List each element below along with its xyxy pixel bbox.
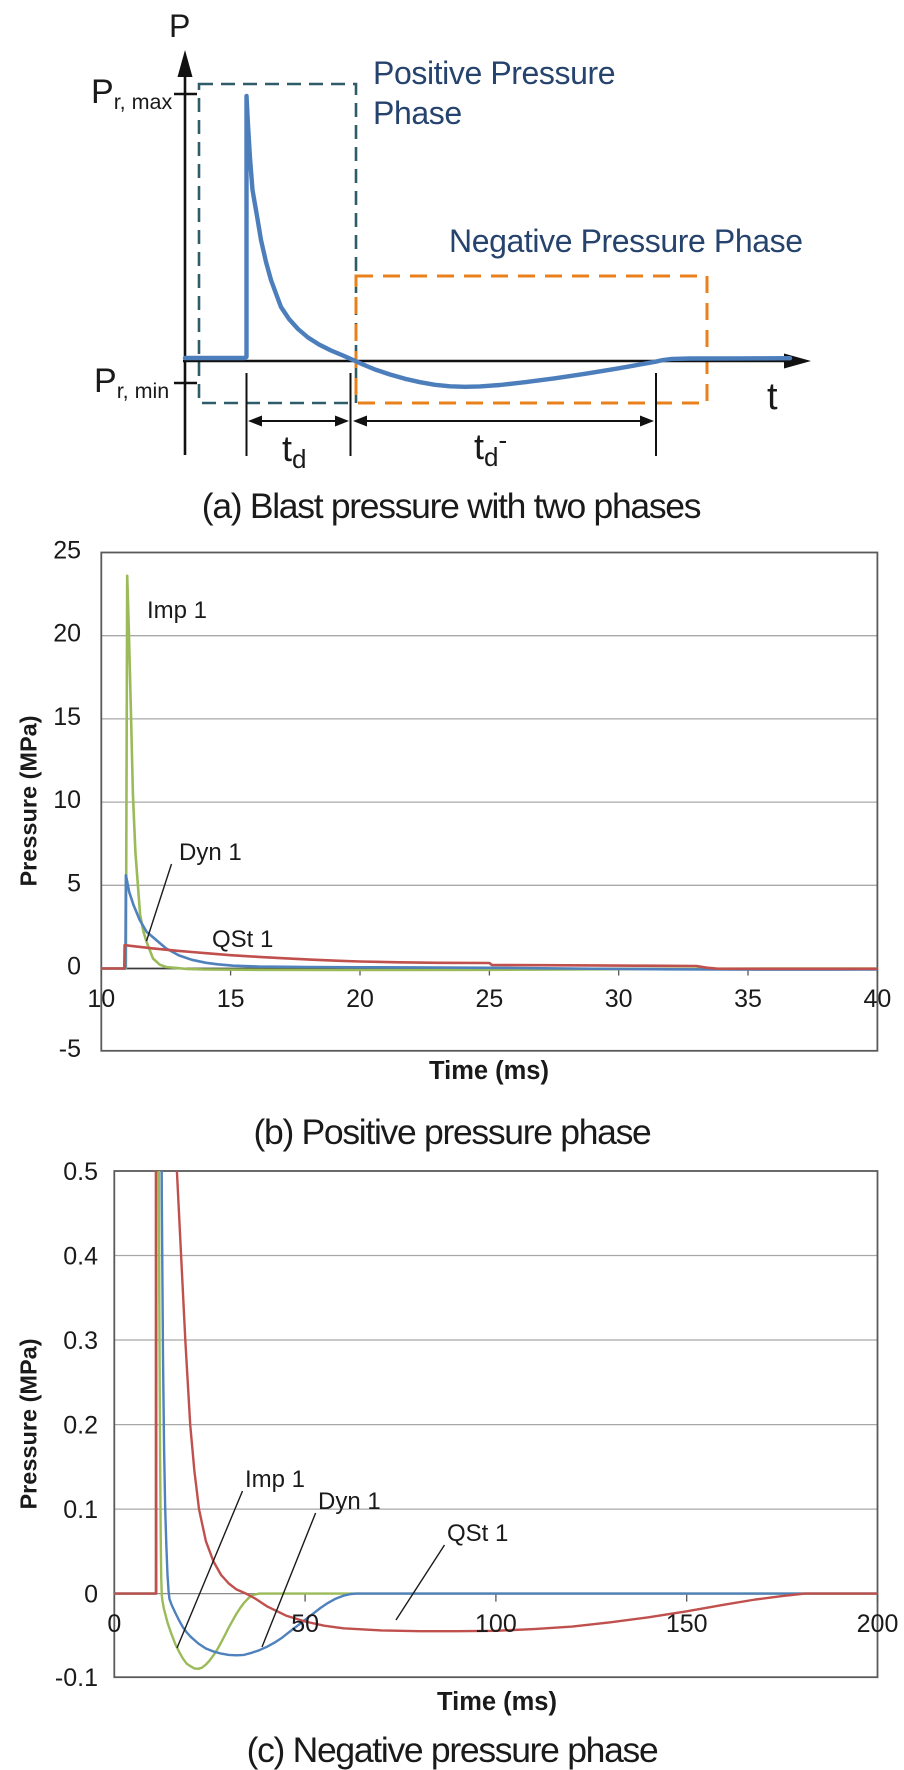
svg-text:25: 25 <box>53 537 81 565</box>
svg-text:td-: td- <box>474 425 507 472</box>
svg-text:Dyn 1: Dyn 1 <box>318 1488 381 1515</box>
svg-text:QSt 1: QSt 1 <box>447 1520 508 1547</box>
svg-text:Pressure (MPa): Pressure (MPa) <box>16 1338 42 1509</box>
svg-text:20: 20 <box>53 620 81 648</box>
svg-text:Pr, min: Pr, min <box>94 362 169 403</box>
svg-text:10: 10 <box>87 985 115 1013</box>
svg-text:200: 200 <box>857 1610 899 1638</box>
svg-text:15: 15 <box>217 985 245 1013</box>
svg-text:Pressure (MPa): Pressure (MPa) <box>16 715 42 886</box>
svg-text:0.1: 0.1 <box>63 1496 98 1524</box>
svg-text:0: 0 <box>84 1581 98 1609</box>
svg-text:(b) Positive pressure phase: (b) Positive pressure phase <box>253 1112 651 1152</box>
svg-text:0.5: 0.5 <box>63 1158 98 1186</box>
svg-text:25: 25 <box>475 985 503 1013</box>
svg-text:(a) Blast pressure with two ph: (a) Blast pressure with two phases <box>202 486 701 526</box>
svg-text:0: 0 <box>107 1610 121 1638</box>
svg-text:Positive Pressure: Positive Pressure <box>373 55 615 91</box>
svg-text:Imp 1: Imp 1 <box>245 1466 305 1493</box>
svg-text:0: 0 <box>67 953 81 981</box>
svg-text:Phase: Phase <box>373 95 462 131</box>
svg-text:0.4: 0.4 <box>63 1243 98 1271</box>
svg-text:35: 35 <box>734 985 762 1013</box>
svg-text:-0.1: -0.1 <box>55 1664 98 1692</box>
svg-text:20: 20 <box>346 985 374 1013</box>
svg-text:t: t <box>767 376 778 418</box>
svg-text:40: 40 <box>863 985 891 1013</box>
svg-text:Time (ms): Time (ms) <box>437 1688 557 1716</box>
svg-text:Dyn 1: Dyn 1 <box>179 839 242 866</box>
svg-text:(c) Negative pressure phase: (c) Negative pressure phase <box>247 1730 658 1770</box>
svg-text:td: td <box>282 428 306 474</box>
svg-text:5: 5 <box>67 869 81 897</box>
svg-text:0.3: 0.3 <box>63 1327 98 1355</box>
svg-text:Time (ms): Time (ms) <box>429 1057 549 1085</box>
svg-text:100: 100 <box>475 1610 517 1638</box>
svg-text:Imp 1: Imp 1 <box>147 597 207 624</box>
svg-text:QSt 1: QSt 1 <box>212 926 273 953</box>
svg-text:Negative Pressure Phase: Negative Pressure Phase <box>449 223 803 259</box>
svg-text:P: P <box>169 8 190 44</box>
svg-text:-5: -5 <box>59 1035 81 1063</box>
svg-text:150: 150 <box>666 1610 708 1638</box>
svg-text:Pr, max: Pr, max <box>91 73 172 114</box>
svg-text:10: 10 <box>53 786 81 814</box>
svg-text:50: 50 <box>291 1610 319 1638</box>
svg-text:30: 30 <box>605 985 633 1013</box>
svg-text:0.2: 0.2 <box>63 1412 98 1440</box>
svg-text:15: 15 <box>53 703 81 731</box>
